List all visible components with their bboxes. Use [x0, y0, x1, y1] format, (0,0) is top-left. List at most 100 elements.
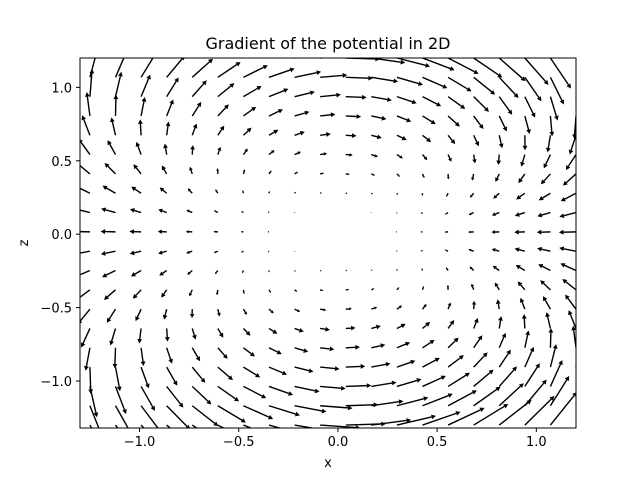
- field-arrow: [192, 367, 205, 383]
- arrow-shaft: [550, 364, 560, 386]
- field-arrow: [320, 152, 327, 155]
- arrow-head: [124, 49, 128, 54]
- arrow-shaft: [423, 325, 427, 329]
- arrow-shaft: [141, 33, 161, 58]
- arrow-head: [329, 429, 334, 434]
- arrow-shaft: [423, 97, 438, 104]
- arrow-shaft: [472, 286, 473, 289]
- arrow-shaft: [164, 290, 167, 294]
- arrow-shaft: [525, 383, 544, 406]
- arrow-shaft: [499, 370, 514, 387]
- arrow-shaft: [568, 155, 576, 167]
- arrow-shaft: [76, 209, 90, 212]
- field-arrow: [421, 268, 422, 271]
- arrow-head: [387, 97, 392, 102]
- arrow-shaft: [397, 155, 400, 157]
- arrow-shaft: [497, 286, 499, 290]
- arrow-head: [351, 326, 356, 331]
- arrow-shaft: [499, 77, 515, 94]
- arrow-shaft: [216, 211, 218, 212]
- arrow-head: [101, 229, 106, 234]
- field-arrow: [241, 211, 243, 213]
- arrow-shaft: [218, 328, 221, 333]
- arrow-shaft: [189, 251, 192, 252]
- field-arrow: [108, 140, 116, 154]
- field-arrow: [576, 58, 593, 92]
- field-arrow: [295, 290, 298, 292]
- field-arrow: [320, 308, 326, 311]
- arrow-shaft: [268, 212, 269, 213]
- arrow-shaft: [548, 135, 550, 148]
- field-arrow: [371, 381, 396, 387]
- arrow-head: [193, 447, 198, 452]
- arrow-head: [316, 70, 321, 75]
- field-arrow: [448, 135, 455, 144]
- field-arrow: [371, 77, 398, 83]
- field-arrow: [141, 348, 146, 366]
- field-arrow: [75, 162, 90, 174]
- arrow-head: [498, 316, 503, 321]
- field-arrow: [85, 92, 90, 116]
- field-arrow: [84, 348, 90, 371]
- field-arrow: [445, 213, 448, 215]
- arrow-shaft: [346, 405, 374, 406]
- arrow-shaft: [167, 37, 189, 58]
- arrow-head: [361, 364, 366, 369]
- field-arrow: [269, 171, 272, 174]
- field-arrow: [468, 231, 474, 234]
- arrow-head: [447, 177, 450, 180]
- field-arrow: [130, 251, 141, 256]
- arrow-shaft: [295, 192, 296, 193]
- y-tick-label: 1.0: [51, 81, 72, 96]
- arrow-shaft: [499, 321, 500, 329]
- arrow-shaft: [84, 119, 90, 135]
- arrow-shaft: [371, 174, 373, 175]
- arrow-shaft: [566, 282, 576, 290]
- arrow-shaft: [243, 309, 245, 312]
- field-arrow: [469, 213, 474, 216]
- field-arrow: [141, 52, 156, 77]
- field-arrow: [192, 80, 206, 96]
- field-arrow: [192, 59, 213, 78]
- arrow-head: [322, 409, 327, 414]
- arrow-shaft: [371, 364, 386, 367]
- arrow-shaft: [243, 271, 244, 273]
- field-arrow: [133, 290, 141, 299]
- field-arrow: [346, 153, 353, 156]
- arrow-shaft: [116, 76, 121, 97]
- arrow-shaft: [423, 306, 425, 309]
- field-arrow: [518, 174, 525, 183]
- field-arrow: [241, 231, 244, 232]
- arrow-shaft: [192, 84, 203, 97]
- arrow-head: [420, 231, 421, 232]
- field-arrow: [167, 348, 173, 364]
- arrow-shaft: [269, 172, 270, 174]
- field-arrow: [243, 148, 247, 154]
- field-arrow: [320, 172, 324, 174]
- field-arrow: [243, 406, 273, 420]
- field-arrow: [346, 76, 373, 81]
- field-arrow: [90, 406, 104, 441]
- field-arrow: [495, 174, 499, 182]
- arrow-head: [589, 87, 593, 92]
- arrow-head: [577, 119, 582, 124]
- field-arrow: [88, 367, 93, 394]
- arrow-shaft: [190, 191, 193, 194]
- arrow-shaft: [498, 304, 499, 309]
- arrow-head: [355, 345, 360, 350]
- field-arrow: [423, 393, 453, 405]
- field-arrow: [371, 154, 378, 157]
- x-tick-label: 1.0: [526, 435, 547, 450]
- arrow-shaft: [162, 251, 167, 252]
- field-arrow: [496, 299, 501, 309]
- field-arrow: [397, 174, 400, 177]
- field-arrow: [78, 309, 90, 324]
- arrow-shaft: [474, 339, 480, 348]
- arrow-shaft: [346, 366, 361, 367]
- field-arrow: [569, 135, 576, 154]
- arrow-head: [136, 455, 141, 460]
- field-arrow: [423, 155, 428, 160]
- field-arrow: [423, 97, 442, 107]
- field-arrow: [218, 386, 239, 401]
- arrow-shaft: [550, 77, 561, 100]
